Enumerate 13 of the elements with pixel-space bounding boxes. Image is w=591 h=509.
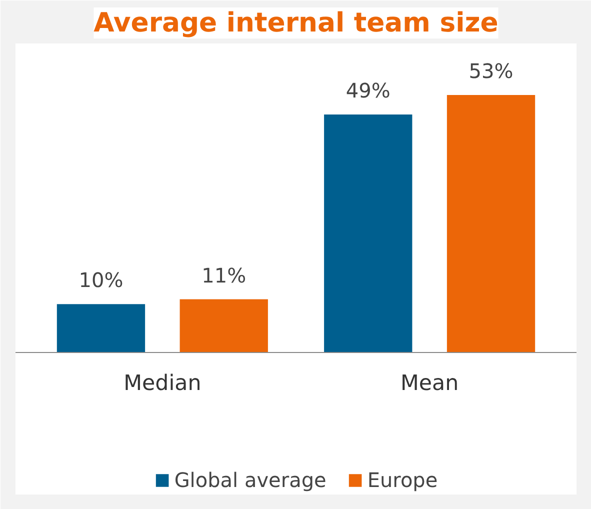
x-tick-label: Median xyxy=(124,370,202,396)
data-label: 49% xyxy=(346,78,390,102)
bar xyxy=(446,95,536,353)
data-label: 11% xyxy=(202,263,246,288)
x-tick-label: Mean xyxy=(400,370,459,396)
data-label: 10% xyxy=(78,268,124,292)
legend-label: Europe xyxy=(367,468,438,492)
bar xyxy=(324,114,412,353)
chart-title: Average internal team size xyxy=(94,8,498,38)
legend-label: Global average xyxy=(174,468,326,492)
bar xyxy=(180,299,268,353)
bar xyxy=(56,304,146,353)
data-label: 53% xyxy=(468,59,514,84)
